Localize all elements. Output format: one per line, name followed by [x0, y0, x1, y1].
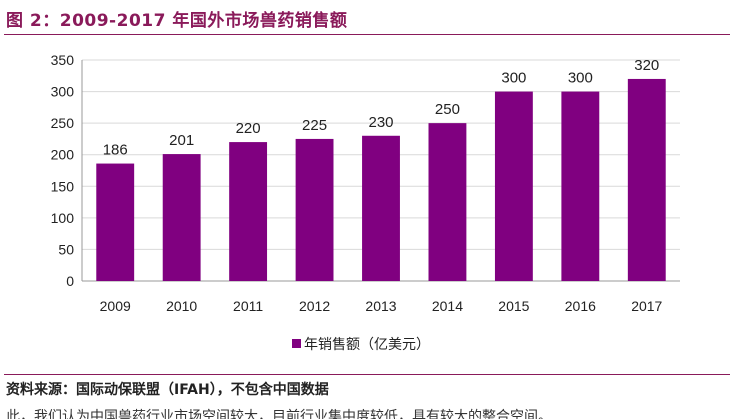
- bar-2014: [428, 123, 467, 282]
- body-text-partial: 此，我们认为中国兽药行业市场空间较大，目前行业集中度较低，具有较大的整合空间。: [6, 409, 552, 419]
- x-tick-label-2013: 2013: [365, 298, 396, 314]
- data-label-2013: 230: [368, 114, 393, 131]
- x-tick-label-2014: 2014: [432, 298, 463, 314]
- data-label-2009: 186: [103, 142, 128, 159]
- bar-chart: 0 50 100 150 200 250 300 350 186 2009 201 2010 220 20…: [0, 40, 740, 370]
- y-tick-label: 250: [51, 115, 75, 131]
- bar-2013: [362, 135, 400, 281]
- y-tick-label: 150: [51, 178, 75, 194]
- y-tick-label: 50: [58, 241, 74, 257]
- x-tick-label-2016: 2016: [565, 298, 596, 314]
- legend-label: 年销售额（亿美元）: [304, 336, 430, 352]
- x-tick-label-2017: 2017: [631, 298, 662, 314]
- x-tick-label-2011: 2011: [233, 298, 263, 314]
- bar-2015: [494, 91, 533, 281]
- x-tick-label-2010: 2010: [166, 298, 197, 314]
- data-label-2016: 300: [568, 70, 593, 87]
- source-divider: [4, 374, 730, 375]
- bar-2009: [96, 163, 135, 281]
- data-label-2015: 300: [501, 70, 526, 87]
- y-tick-label: 200: [51, 147, 75, 163]
- y-tick-label: 350: [51, 52, 75, 68]
- figure-title: 图 2：2009-2017 年国外市场兽药销售额: [6, 11, 348, 31]
- bar-2017: [627, 78, 666, 281]
- data-label-2010: 201: [169, 132, 194, 149]
- data-label-2017: 320: [634, 57, 659, 74]
- data-label-2014: 250: [435, 101, 460, 118]
- bar-2010: [162, 154, 201, 281]
- bar-2016: [561, 91, 600, 281]
- bar-2011: [229, 142, 268, 281]
- legend-swatch: [292, 339, 301, 348]
- chart-svg: 0 50 100 150 200 250 300 350 186 2009 201 2010 220 20…: [51, 52, 680, 352]
- y-tick-label: 0: [66, 273, 74, 289]
- data-label-2011: 220: [236, 120, 261, 137]
- y-tick-label: 300: [51, 84, 75, 100]
- source-note: 资料来源：国际动保联盟（IFAH），不包含中国数据: [6, 382, 329, 398]
- bar-2012: [295, 138, 334, 281]
- y-tick-label: 100: [51, 210, 75, 226]
- x-tick-label-2015: 2015: [498, 298, 529, 314]
- data-label-2012: 225: [302, 117, 327, 134]
- x-tick-label-2009: 2009: [100, 298, 131, 314]
- x-tick-label-2012: 2012: [299, 298, 330, 314]
- title-divider: [4, 34, 730, 35]
